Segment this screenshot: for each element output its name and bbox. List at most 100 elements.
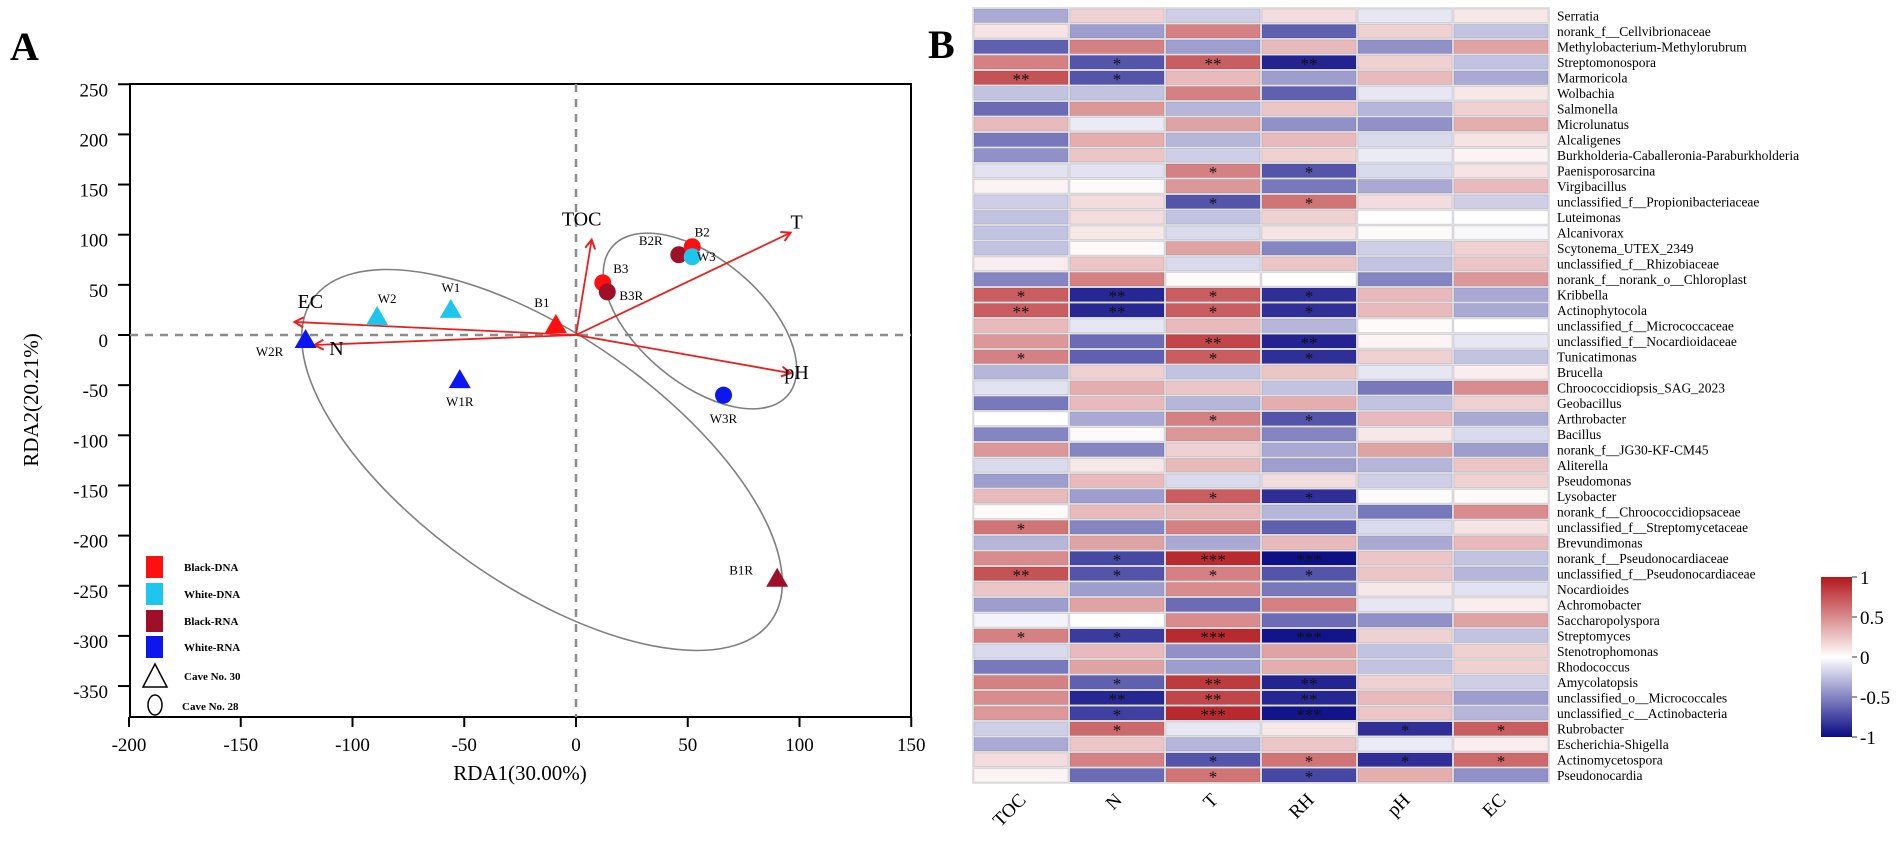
colorbar-label: 0.5 xyxy=(1860,608,1884,629)
column-label: RH xyxy=(1285,789,1319,823)
heatmap-cell xyxy=(1453,163,1549,178)
heatmap-cell xyxy=(1165,582,1261,597)
heatmap-cell xyxy=(973,427,1069,442)
heatmap-cell xyxy=(1453,396,1549,411)
legend-label: Black-DNA xyxy=(184,562,238,574)
significance-mark: *** xyxy=(1200,551,1226,570)
heatmap-cell xyxy=(1357,148,1453,163)
heatmap-cell xyxy=(1069,566,1165,581)
point-label: B3R xyxy=(619,288,643,303)
significance-mark: ** xyxy=(1205,690,1222,709)
heatmap-cell xyxy=(1069,675,1165,690)
point-label: W3 xyxy=(697,249,716,264)
significance-mark: * xyxy=(1113,706,1122,725)
point-triangle xyxy=(294,329,317,349)
vector-label: TOC xyxy=(562,209,602,231)
heatmap-cell xyxy=(1261,101,1357,116)
heatmap-cell xyxy=(1357,442,1453,457)
heatmap-cell xyxy=(1357,365,1453,380)
heatmap-cell xyxy=(973,442,1069,457)
heatmap-cell xyxy=(973,101,1069,116)
taxon-label: unclassified_f__Propionibacteriaceae xyxy=(1557,195,1759,210)
heatmap-cell xyxy=(1357,721,1453,736)
significance-mark: * xyxy=(1401,721,1410,740)
taxon-label: norank_f__JG30-KF-CM45 xyxy=(1557,443,1709,458)
significance-mark: * xyxy=(1305,303,1314,322)
heatmap-cell xyxy=(1357,318,1453,333)
taxon-label: Brevundimonas xyxy=(1557,536,1643,551)
heatmap-cell xyxy=(1357,411,1453,426)
significance-mark: * xyxy=(1113,55,1122,74)
significance-mark: * xyxy=(1113,566,1122,585)
heatmap-cell xyxy=(1069,396,1165,411)
heatmap-cell xyxy=(1261,690,1357,705)
heatmap-cell xyxy=(1165,272,1261,287)
heatmap-cell xyxy=(1261,411,1357,426)
heatmap-cell xyxy=(1357,349,1453,364)
heatmap-cell xyxy=(973,39,1069,54)
point-label: W1 xyxy=(441,280,460,295)
heatmap-cell xyxy=(1261,768,1357,783)
significance-mark: * xyxy=(1113,70,1122,89)
heatmap-cell xyxy=(1357,737,1453,752)
heatmap-cell xyxy=(973,520,1069,535)
legend-swatch xyxy=(146,583,163,605)
heatmap-cell xyxy=(1357,117,1453,132)
x-tick-label: -200 xyxy=(112,735,147,756)
colorbar: 1 0.5 0 -0.5 -1 xyxy=(1821,568,1890,749)
heatmap-cell xyxy=(1165,24,1261,39)
heatmap-cell xyxy=(1069,597,1165,612)
heatmap-cell xyxy=(1453,272,1549,287)
heatmap-cell xyxy=(973,365,1069,380)
taxon-label: Achromobacter xyxy=(1557,598,1641,613)
heatmap-cell xyxy=(1453,644,1549,659)
taxon-label: norank_f__Pseudonocardiaceae xyxy=(1557,551,1729,566)
heatmap-cell xyxy=(1261,241,1357,256)
x-tick-label: 100 xyxy=(785,735,814,756)
heatmap-cell xyxy=(973,334,1069,349)
heatmap-cell xyxy=(1261,380,1357,395)
heatmap-cell xyxy=(1261,225,1357,240)
heatmap-cell xyxy=(1165,349,1261,364)
heatmap-cell xyxy=(1261,194,1357,209)
point-circle xyxy=(670,246,688,264)
heatmap-cell xyxy=(1453,179,1549,194)
heatmap-cell xyxy=(1261,55,1357,70)
heatmap-cell xyxy=(1069,659,1165,674)
taxon-label: Lysobacter xyxy=(1557,489,1617,504)
heatmap-cell xyxy=(1357,8,1453,23)
rda-panel: A -200 -150 -100 -50 0 50 100 150 250 200 150 100 5… xyxy=(10,24,926,785)
heatmap-cell xyxy=(1069,458,1165,473)
heatmap-cell xyxy=(1261,458,1357,473)
point-circle xyxy=(715,386,733,404)
heatmap-cell xyxy=(973,489,1069,504)
point-label: B1R xyxy=(729,563,753,578)
heatmap-cell xyxy=(1165,566,1261,581)
vector-label: T xyxy=(790,212,802,234)
significance-mark: ** xyxy=(1301,55,1318,74)
heatmap-cell xyxy=(1261,427,1357,442)
heatmap-cell xyxy=(1453,148,1549,163)
taxon-label: Burkholderia-Caballeronia-Paraburkholder… xyxy=(1557,148,1799,163)
point-triangle xyxy=(448,369,471,389)
heatmap-cell xyxy=(1357,334,1453,349)
heatmap-cell xyxy=(973,179,1069,194)
heatmap-cell xyxy=(1357,628,1453,643)
significance-mark: ** xyxy=(1109,690,1126,709)
heatmap-cell xyxy=(1069,721,1165,736)
significance-mark: * xyxy=(1209,768,1218,787)
significance-mark: ** xyxy=(1205,334,1222,353)
taxon-label: Amycolatopsis xyxy=(1557,675,1638,690)
taxon-label: unclassified_f__Streptomycetaceae xyxy=(1557,520,1748,535)
heatmap-cell xyxy=(973,210,1069,225)
taxon-label: Geobacillus xyxy=(1557,396,1621,411)
heatmap-cell xyxy=(973,117,1069,132)
heatmap-cell xyxy=(1069,535,1165,550)
heatmap-cell xyxy=(1069,520,1165,535)
heatmap-cell xyxy=(973,303,1069,318)
taxon-label: Stenotrophomonas xyxy=(1557,644,1658,659)
taxon-label: Saccharopolyspora xyxy=(1557,613,1660,628)
heatmap-cell xyxy=(1069,690,1165,705)
significance-mark: * xyxy=(1305,768,1314,787)
